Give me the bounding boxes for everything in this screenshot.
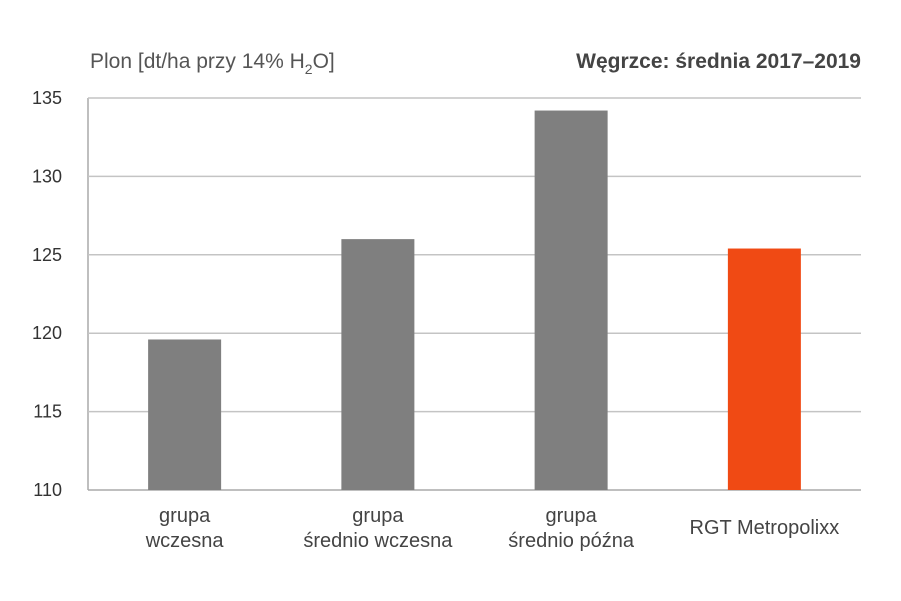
y-axis-title-tail: O] [313,50,335,73]
y-axis-title-subscript: 2 [305,61,313,77]
x-category-label: grupa średnio późna [508,505,635,552]
y-tick-label: 120 [32,323,62,343]
y-tick-label: 130 [32,166,62,186]
bar [148,339,222,490]
bars-layer [148,110,801,490]
bar [341,239,415,490]
y-tick-label: 135 [32,88,62,108]
x-category-label: grupa wczesna [145,505,225,552]
x-category-label: RGT Metropolixx [690,517,840,539]
bar [534,110,608,490]
chart-title: Węgrzce: średnia 2017–2019 [576,50,861,73]
x-category-label: grupa średnio wczesna [303,505,453,552]
y-tick-label: 125 [32,245,62,265]
y-tick-label: 115 [33,402,62,422]
category-labels: grupa wczesna grupa średnio wczesna grupa śre… [145,505,839,552]
y-axis-title-main: Plon [dt/ha przy 14% H [90,50,305,73]
bar [727,248,801,490]
y-axis-title: Plon [dt/ha przy 14% H2O] [90,50,335,77]
y-tick-label: 110 [33,480,62,500]
